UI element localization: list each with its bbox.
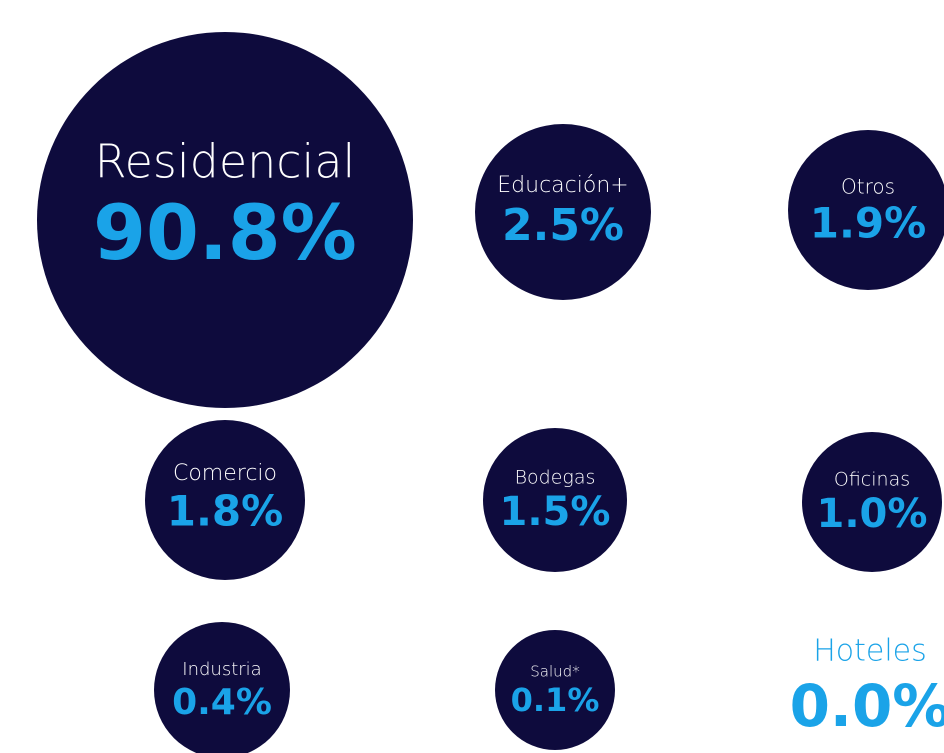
value-label: 90.8% — [93, 188, 357, 277]
bubble — [145, 420, 305, 580]
bubble — [154, 622, 290, 753]
value-label: 0.0% — [790, 672, 944, 740]
bubble — [495, 630, 615, 750]
category-label: Salud* — [530, 663, 579, 681]
category-label: Hoteles — [813, 634, 927, 669]
value-label: 1.0% — [817, 491, 928, 537]
bubble — [788, 130, 944, 290]
bubble — [475, 124, 651, 300]
category-label: Residencial — [95, 135, 356, 189]
category-label: Educación+ — [497, 173, 628, 198]
value-label: 1.9% — [810, 199, 926, 248]
value-label: 1.5% — [500, 489, 611, 535]
bubble — [802, 432, 942, 572]
value-label: 0.4% — [172, 682, 272, 723]
bubble — [37, 32, 413, 408]
bubble — [483, 428, 627, 572]
value-label: 1.8% — [167, 487, 283, 536]
category-label: Bodegas — [515, 467, 596, 489]
category-label: Otros — [841, 175, 895, 199]
value-label: 0.1% — [511, 681, 600, 719]
value-label: 2.5% — [502, 200, 624, 251]
category-label: Oficinas — [834, 469, 910, 491]
category-label: Comercio — [173, 461, 277, 486]
category-label: Industria — [182, 659, 261, 680]
